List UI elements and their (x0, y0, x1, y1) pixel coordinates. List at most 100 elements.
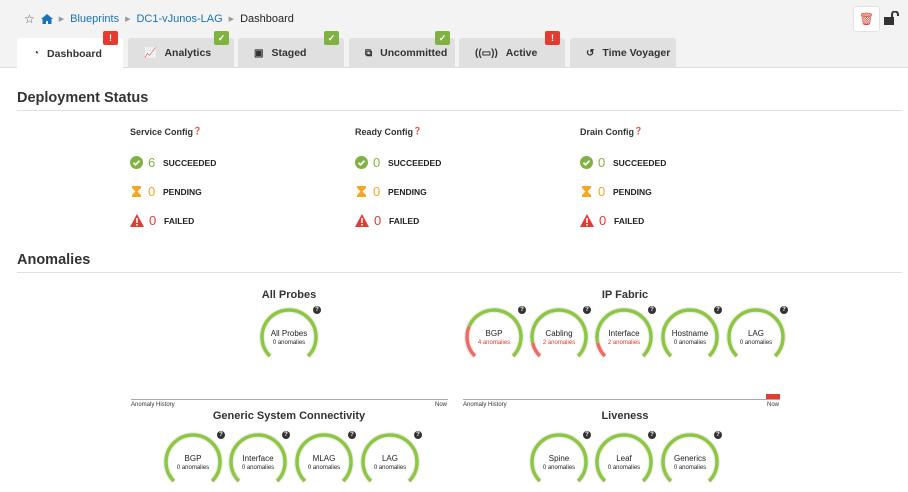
gauge-ring (163, 432, 223, 484)
help-icon[interactable]: ? (714, 306, 722, 314)
tab-staged[interactable]: ▣ Staged ✓ (238, 31, 344, 68)
anomaly-gauge[interactable]: Cabling 2 anomalies ? (529, 306, 591, 367)
gauge-name: LAG (381, 454, 398, 463)
tab-label: Time Voyager (602, 47, 671, 59)
tab-active[interactable]: ((▭)) Active! (459, 31, 565, 68)
breadcrumb-blueprints[interactable]: Blueprints (70, 13, 120, 25)
pending-count: 0 (598, 184, 606, 199)
help-icon[interactable]: ? (348, 431, 356, 439)
succeeded-label: SUCCEEDED (388, 157, 442, 168)
gauge-ok-arc (727, 308, 785, 358)
home-icon[interactable] (40, 14, 53, 24)
anomaly-gauge[interactable]: Generics 0 anomalies ? (660, 431, 722, 492)
unlock-icon[interactable] (884, 11, 900, 25)
help-icon[interactable]: ? (518, 306, 526, 314)
help-icon[interactable]: ? (714, 431, 722, 439)
warning-badge-icon: ! (103, 31, 118, 45)
gauge-ok-arc (361, 433, 419, 483)
hourglass-icon (357, 186, 366, 197)
gauge-ok-arc (164, 433, 222, 483)
anomaly-gauge[interactable]: Interface 0 anomalies ? (228, 431, 290, 492)
gauge-ok-arc (295, 433, 353, 483)
anomaly-history-timeline[interactable] (463, 399, 780, 400)
gauge-count: 0 anomalies (272, 340, 306, 346)
gauge-ring (464, 307, 524, 359)
anomaly-gauge[interactable]: BGP 4 anomalies ? (464, 306, 526, 367)
gauge-ok-arc (661, 308, 719, 358)
help-icon[interactable]: ? (648, 306, 656, 314)
gauge-count: 0 anomalies (373, 465, 407, 471)
breadcrumb-separator: ▶ (58, 16, 65, 23)
warning-triangle-icon (580, 214, 594, 227)
gauge-anomaly-arc (595, 342, 607, 358)
delete-button[interactable]: 🗑 (853, 6, 880, 32)
gauge-name: Spine (548, 454, 570, 463)
anomaly-gauge[interactable]: LAG 0 anomalies ? (726, 306, 788, 367)
gauge-ring (360, 432, 420, 484)
gauge-count: 0 anomalies (307, 465, 341, 471)
anomaly-gauge[interactable]: Hostname 0 anomalies ? (660, 306, 722, 367)
active-icon: ((▭)) (475, 47, 498, 59)
help-icon[interactable]: ? (583, 431, 591, 439)
check-badge-icon: ✓ (214, 31, 229, 45)
anomaly-gauge[interactable]: MLAG 0 anomalies ? (294, 431, 356, 492)
help-icon[interactable]: ❓ (413, 128, 422, 135)
help-icon[interactable]: ❓ (634, 128, 643, 135)
help-icon[interactable]: ❓ (193, 128, 202, 135)
gauge-ok-arc (467, 308, 523, 358)
anomaly-group-title: Liveness (601, 410, 649, 422)
help-icon[interactable]: ? (414, 431, 422, 439)
tab-analytics[interactable]: 📈 Analytics ✓ (128, 31, 234, 68)
gauge-ring (726, 307, 786, 359)
tab-label: Staged (271, 47, 307, 59)
gauge-anomaly-arc (530, 342, 542, 358)
help-icon[interactable]: ? (780, 306, 788, 314)
gauge-ring (259, 307, 319, 359)
uncommitted-icon: ⧉ (365, 47, 373, 59)
pending-label: PENDING (613, 186, 652, 197)
help-icon[interactable]: ? (282, 431, 290, 439)
help-icon[interactable]: ? (648, 431, 656, 439)
anomaly-history-bar[interactable] (766, 394, 780, 399)
help-icon[interactable]: ? (583, 306, 591, 314)
anomaly-gauge[interactable]: BGP 0 anomalies ? (163, 431, 225, 492)
gauge-anomaly-arc (465, 326, 477, 358)
gauge-ring (529, 432, 589, 484)
gauge-ring (529, 307, 589, 359)
gauge-name: Interface (242, 454, 274, 463)
failed-label: FAILED (164, 215, 195, 226)
config-title: Service Config (130, 127, 194, 137)
config-title: Ready Config (355, 127, 414, 137)
tab-dashboard[interactable]: ◔ Dashboard! (17, 31, 123, 69)
config-column: Drain Config❓ 0 SUCCEEDED 0 PENDING 0 FAILE… (580, 127, 666, 228)
anomalies-title: Anomalies (17, 252, 902, 273)
help-icon[interactable]: ? (217, 431, 225, 439)
succeeded-count: 0 (598, 155, 606, 170)
pending-label: PENDING (163, 186, 202, 197)
gauge-count: 0 anomalies (542, 465, 576, 471)
check-badge-icon: ✓ (324, 31, 339, 45)
gauge-name: Leaf (616, 454, 632, 463)
anomaly-history-timeline[interactable] (131, 399, 448, 400)
anomaly-gauge[interactable]: Spine 0 anomalies ? (529, 431, 591, 492)
gauge-ring (594, 432, 654, 484)
anomaly-gauge[interactable]: Interface 2 anomalies ? (594, 306, 656, 367)
succeeded-count: 0 (373, 155, 381, 170)
gauge-name: Cabling (545, 329, 573, 338)
staged-icon: ▣ (254, 47, 264, 59)
check-circle-icon (355, 156, 368, 169)
anomaly-gauge[interactable]: LAG 0 anomalies ? (360, 431, 422, 492)
breadcrumb-separator: ▶ (228, 16, 235, 23)
anomaly-gauge[interactable]: Leaf 0 anomalies ? (594, 431, 656, 492)
help-icon[interactable]: ? (313, 306, 321, 314)
gauge-count: 0 anomalies (176, 465, 210, 471)
star-icon[interactable]: ☆ (24, 12, 35, 26)
gauge-count: 0 anomalies (673, 340, 707, 346)
breadcrumb-blueprint[interactable]: DC1-vJunos-LAG (136, 13, 223, 25)
tab-uncommitted[interactable]: ⧉ Uncommitted ✓ (349, 31, 455, 68)
gauge-name: BGP (184, 454, 202, 463)
gauge-name: MLAG (312, 454, 336, 463)
tab-label: Dashboard (47, 47, 102, 60)
tab-time-voyager[interactable]: ↺ Time Voyager (570, 38, 676, 68)
anomaly-gauge[interactable]: All Probes 0 anomalies ? (259, 306, 321, 367)
